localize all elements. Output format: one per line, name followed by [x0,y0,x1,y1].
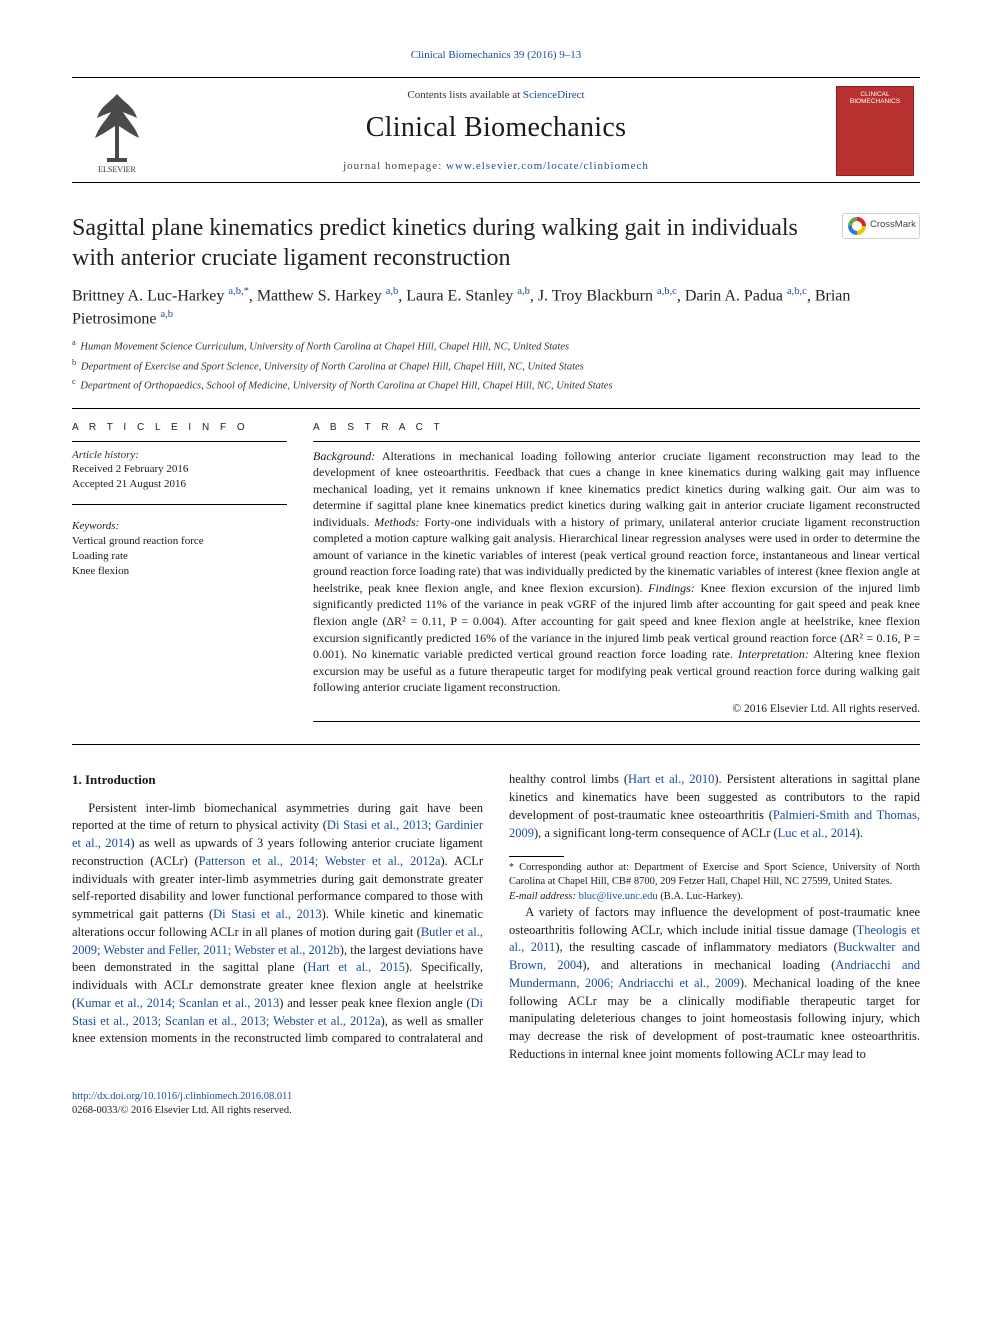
corr-text: Corresponding author at: Department of E… [509,862,920,887]
email-suffix: (B.A. Luc-Harkey). [658,891,743,902]
footnotes: * Corresponding author at: Department of… [509,861,920,904]
issn-copyright: 0268-0033/© 2016 Elsevier Ltd. All right… [72,1104,920,1118]
history-received: Received 2 February 2016 [72,462,287,477]
author-list: Brittney A. Luc-Harkey a,b,*, Matthew S.… [72,285,920,330]
top-citation-link[interactable]: Clinical Biomechanics 39 (2016) 9–13 [411,49,581,61]
footer: http://dx.doi.org/10.1016/j.clinbiomech.… [72,1090,920,1118]
crossmark-badge[interactable]: CrossMark [842,213,920,239]
contents-line: Contents lists available at ScienceDirec… [172,88,820,103]
masthead: ELSEVIER Contents lists available at Sci… [72,77,920,183]
abstract-divider-top [313,441,920,442]
crossmark-label: CrossMark [870,219,916,232]
author-email-link[interactable]: bluc@live.unc.edu [579,891,658,902]
info-abstract-block: A R T I C L E I N F O Article history: R… [72,421,920,728]
cover-line-1: CLINICAL [860,91,889,98]
title-row: Sagittal plane kinematics predict kineti… [72,213,920,273]
journal-homepage-line: journal homepage: www.elsevier.com/locat… [172,159,820,174]
doi-link[interactable]: http://dx.doi.org/10.1016/j.clinbiomech.… [72,1091,292,1102]
sciencedirect-link[interactable]: ScienceDirect [523,89,585,101]
section-heading-intro: 1. Introduction [72,771,483,789]
journal-homepage-link[interactable]: www.elsevier.com/locate/clinbiomech [446,160,649,172]
publisher-logo: ELSEVIER [72,86,162,176]
homepage-prefix: journal homepage: [343,160,446,172]
abstract-block: A B S T R A C T Background: Alterations … [313,421,920,728]
corresponding-author-note: * Corresponding author at: Department of… [509,861,920,889]
abstract-label: A B S T R A C T [313,421,920,435]
footnote-separator [509,856,564,857]
history-accepted: Accepted 21 August 2016 [72,477,287,492]
email-label: E-mail address: [509,891,579,902]
cover-line-2: BIOMECHANICS [850,98,900,105]
article-info: A R T I C L E I N F O Article history: R… [72,421,287,728]
info-divider-1 [72,441,287,442]
keywords-list: Vertical ground reaction forceLoading ra… [72,534,287,579]
top-citation: Clinical Biomechanics 39 (2016) 9–13 [72,48,920,63]
affiliations: a Human Movement Science Curriculum, Uni… [72,336,920,394]
journal-cover-thumb: CLINICAL BIOMECHANICS [836,86,914,176]
email-note: E-mail address: bluc@live.unc.edu (B.A. … [509,890,920,904]
divider-top [72,408,920,409]
article-title: Sagittal plane kinematics predict kineti… [72,213,824,273]
article-info-label: A R T I C L E I N F O [72,421,287,435]
contents-prefix: Contents lists available at [407,89,522,101]
svg-text:ELSEVIER: ELSEVIER [98,165,136,174]
elsevier-tree-icon: ELSEVIER [83,88,151,174]
info-divider-2 [72,504,287,505]
abstract-text: Background: Alterations in mechanical lo… [313,448,920,696]
keywords-heading: Keywords: [72,519,287,534]
divider-bottom [72,744,920,745]
masthead-center: Contents lists available at ScienceDirec… [172,88,820,173]
journal-name: Clinical Biomechanics [172,109,820,147]
article-body: 1. Introduction Persistent inter-limb bi… [72,771,920,1063]
crossmark-icon [848,217,866,235]
intro-paragraph-2: A variety of factors may influence the d… [509,904,920,1064]
abstract-copyright: © 2016 Elsevier Ltd. All rights reserved… [313,702,920,718]
history-heading: Article history: [72,448,287,463]
abstract-divider-bottom [313,721,920,722]
journal-cover: CLINICAL BIOMECHANICS [830,86,920,176]
